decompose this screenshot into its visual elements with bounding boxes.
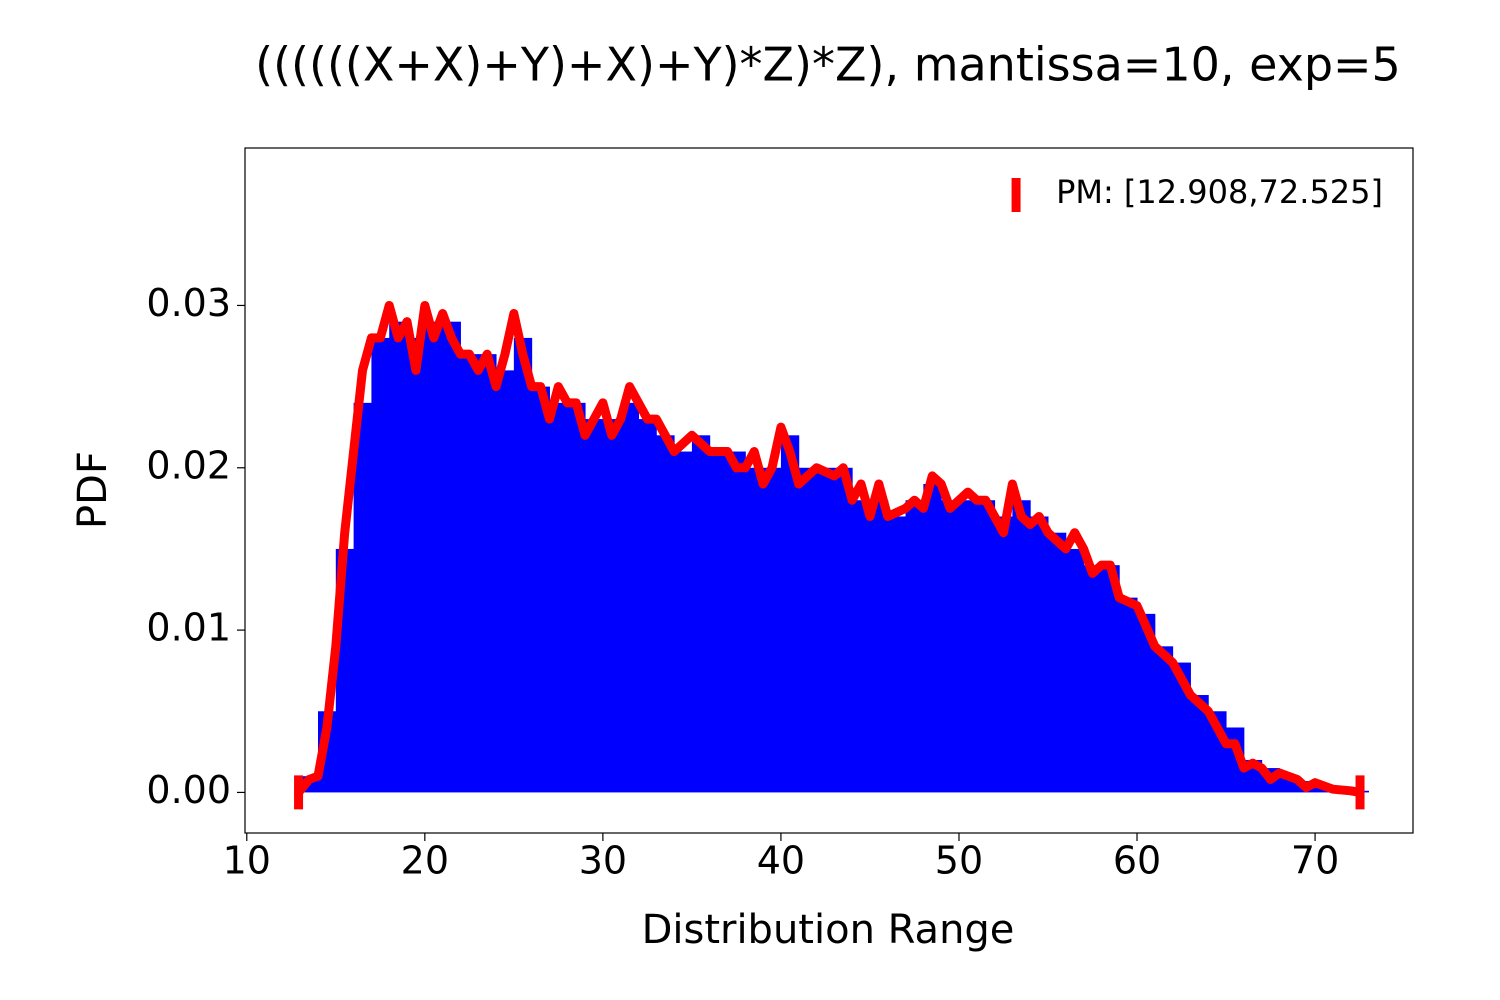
x-axis-label: Distribution Range — [642, 907, 1015, 953]
histogram-bar — [798, 467, 818, 793]
y-tick-label: 0.00 — [146, 768, 231, 812]
histogram-bar — [1065, 548, 1085, 793]
histogram-bar — [816, 467, 835, 793]
histogram-bar — [691, 435, 711, 793]
histogram-bar — [869, 500, 889, 793]
histogram-bar — [620, 402, 639, 793]
histogram-bar — [389, 321, 408, 793]
histogram-bar — [1101, 565, 1120, 793]
x-tick-label: 40 — [757, 839, 805, 883]
y-tick-label: 0.03 — [146, 281, 231, 325]
histogram-bar — [549, 402, 568, 793]
x-tick-label: 30 — [579, 839, 627, 883]
histogram-bar — [709, 451, 729, 793]
histogram-bar — [905, 500, 924, 793]
histogram-bar — [674, 451, 693, 793]
histogram-bar — [887, 516, 907, 793]
y-tick-label: 0.01 — [146, 606, 231, 650]
histogram-bar — [958, 500, 978, 793]
histogram-bar — [941, 500, 960, 793]
histogram-bar — [763, 467, 782, 793]
x-tick-label: 70 — [1291, 839, 1339, 883]
histogram-bar — [407, 337, 426, 793]
pm-line — [294, 300, 1365, 797]
x-tick-label: 10 — [223, 839, 271, 883]
histogram-bar — [513, 337, 533, 793]
chart-title: ((((((X+X)+Y)+X)+Y)*Z)*Z), mantissa=10, … — [255, 38, 1401, 92]
histogram-bar — [1048, 532, 1067, 793]
histogram-bar — [460, 354, 479, 793]
histogram-bar — [442, 321, 461, 793]
histogram-bar — [976, 500, 996, 793]
histogram-bar — [602, 419, 622, 793]
histogram-bar — [745, 467, 764, 793]
x-tick-label: 60 — [1113, 839, 1161, 883]
histogram-bar — [834, 467, 853, 793]
histogram-bar — [780, 435, 800, 793]
histogram-bar — [1119, 597, 1138, 793]
histogram-bar — [638, 419, 657, 793]
histogram-bar — [1083, 565, 1102, 793]
histogram-bar — [1030, 516, 1049, 793]
y-tick-label: 0.02 — [146, 443, 231, 487]
histogram-bar — [1137, 613, 1156, 793]
histogram-bar — [424, 321, 444, 793]
y-axis-label: PDF — [70, 451, 116, 529]
histogram-bar — [371, 337, 390, 793]
histogram-bar — [1012, 500, 1031, 793]
histogram-bar — [567, 402, 586, 793]
histogram-bar — [478, 354, 497, 793]
histogram-bar — [1190, 695, 1209, 793]
legend-label: PM: [12.908,72.525] — [1056, 173, 1383, 211]
histogram-bar — [496, 370, 515, 793]
x-tick-label: 50 — [935, 839, 983, 883]
histogram-bar — [852, 500, 871, 793]
histogram-bar — [994, 516, 1013, 793]
histogram-bar — [531, 386, 550, 793]
histogram-bar — [353, 402, 372, 793]
histogram-bar — [656, 435, 675, 793]
histogram-bar — [585, 419, 604, 793]
histogram-bar — [1154, 646, 1174, 793]
histogram-bar — [727, 451, 746, 793]
plot-frame — [244, 147, 1414, 834]
histogram-bar — [923, 484, 942, 793]
x-tick-label: 20 — [401, 839, 449, 883]
